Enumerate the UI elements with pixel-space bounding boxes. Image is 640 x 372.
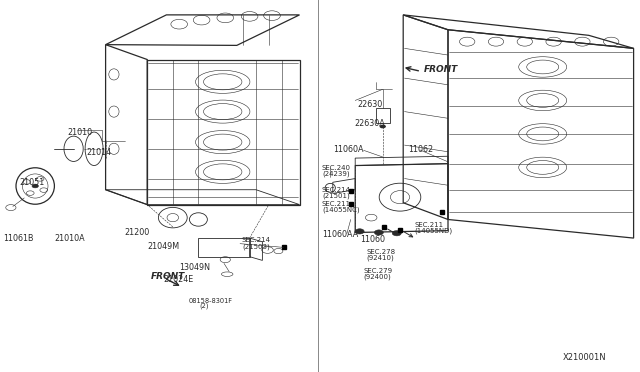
Text: 22630A: 22630A bbox=[354, 119, 385, 128]
Text: SEC.211: SEC.211 bbox=[322, 201, 351, 207]
Text: (92410): (92410) bbox=[367, 254, 394, 261]
Text: SEC.211: SEC.211 bbox=[415, 222, 444, 228]
Text: 21014: 21014 bbox=[86, 148, 111, 157]
Text: 21010: 21010 bbox=[67, 128, 92, 137]
Text: SEC.214: SEC.214 bbox=[322, 187, 351, 193]
Text: (21503): (21503) bbox=[242, 243, 269, 250]
Text: X210001N: X210001N bbox=[563, 353, 607, 362]
Text: 11062: 11062 bbox=[408, 145, 433, 154]
Text: SEC.240: SEC.240 bbox=[322, 165, 351, 171]
Circle shape bbox=[32, 184, 38, 188]
Text: 21051: 21051 bbox=[19, 178, 44, 187]
Text: 08158-8301F: 08158-8301F bbox=[189, 298, 233, 304]
Text: 21200: 21200 bbox=[125, 228, 150, 237]
Text: SEC.278: SEC.278 bbox=[367, 249, 396, 255]
Text: 11060A: 11060A bbox=[333, 145, 364, 154]
Text: (92400): (92400) bbox=[364, 273, 391, 280]
Text: 11060AA: 11060AA bbox=[322, 230, 358, 239]
Text: (14055NC): (14055NC) bbox=[322, 206, 360, 213]
Text: (21501): (21501) bbox=[322, 192, 349, 199]
Circle shape bbox=[374, 230, 383, 235]
Text: 22630: 22630 bbox=[357, 100, 382, 109]
Text: SEC.279: SEC.279 bbox=[364, 268, 393, 274]
Circle shape bbox=[392, 231, 401, 236]
Text: (2): (2) bbox=[200, 302, 209, 309]
Text: 13049N: 13049N bbox=[179, 263, 210, 272]
Circle shape bbox=[380, 125, 386, 128]
Text: (24239): (24239) bbox=[322, 170, 349, 177]
Text: FRONT: FRONT bbox=[150, 272, 185, 280]
Text: 21049M: 21049M bbox=[147, 242, 179, 251]
Text: SEC.214: SEC.214 bbox=[242, 237, 271, 243]
Text: 21024E: 21024E bbox=[163, 275, 193, 284]
Text: 21010A: 21010A bbox=[54, 234, 85, 243]
Circle shape bbox=[355, 229, 364, 234]
Text: 11061B: 11061B bbox=[3, 234, 34, 243]
Text: (14055ND): (14055ND) bbox=[415, 227, 453, 234]
Text: 11060: 11060 bbox=[360, 235, 385, 244]
Text: FRONT: FRONT bbox=[424, 65, 458, 74]
